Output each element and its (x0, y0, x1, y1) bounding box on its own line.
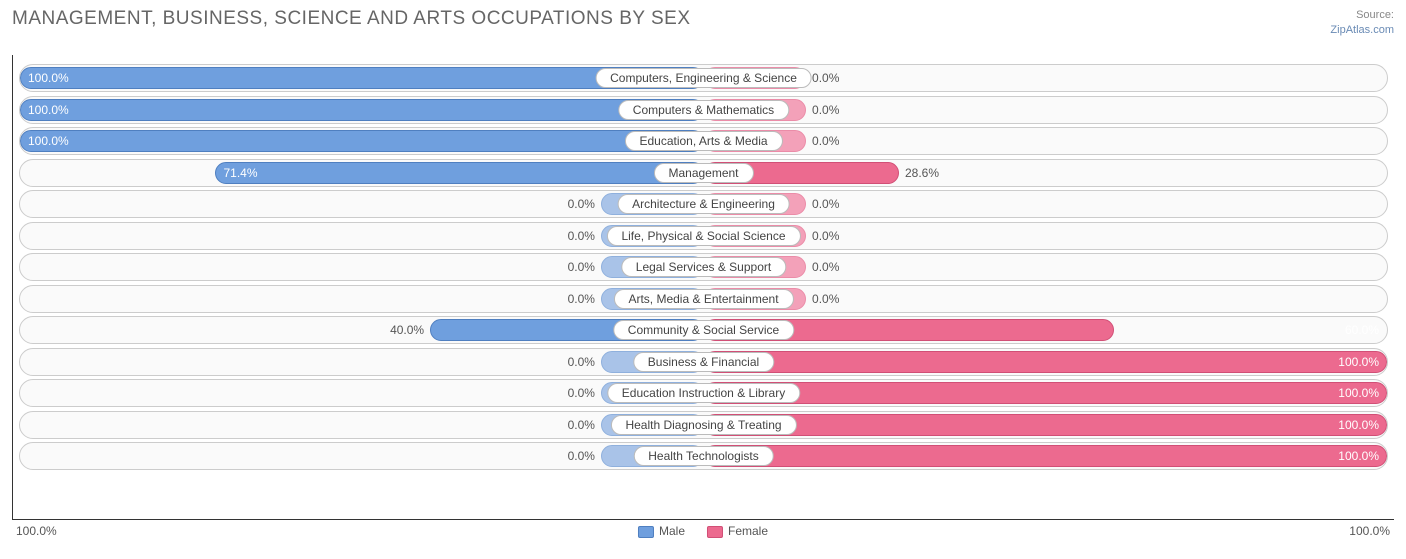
male-swatch-icon (638, 526, 654, 538)
bar-row: 0.0% 100.0% Education Instruction & Librar… (19, 379, 1388, 407)
female-bar (704, 414, 1388, 436)
source-attribution: Source: ZipAtlas.com (1330, 8, 1394, 39)
chart-header: MANAGEMENT, BUSINESS, SCIENCE AND ARTS O… (12, 8, 1394, 39)
bar-row: 0.0% 100.0% Health Technologists (19, 442, 1388, 470)
female-pct-label: 100.0% (1338, 386, 1379, 400)
axis-left-label: 100.0% (16, 524, 57, 538)
male-bar (215, 162, 703, 184)
bar-row: 0.0% 0.0% Arts, Media & Entertainment (19, 285, 1388, 313)
female-pct-label: 0.0% (812, 103, 839, 117)
axis-right-label: 100.0% (1349, 524, 1390, 538)
female-pct-label: 28.6% (905, 166, 939, 180)
category-label: Business & Financial (633, 352, 774, 372)
category-label: Health Technologists (633, 446, 774, 466)
female-bar (704, 445, 1388, 467)
diverging-bar-chart: 100.0%0.0%Computers, Engineering & Scien… (12, 55, 1394, 520)
category-label: Health Diagnosing & Treating (610, 415, 796, 435)
female-pct-label: 0.0% (812, 134, 839, 148)
bar-row: 71.4% 28.6% Management (19, 159, 1388, 187)
category-label: Education, Arts & Media (624, 131, 782, 151)
female-pct-label: 0.0% (812, 229, 839, 243)
category-label: Management (653, 163, 753, 183)
category-label: Computers & Mathematics (618, 100, 789, 120)
female-pct-label: 0.0% (812, 260, 839, 274)
legend-label: Female (728, 524, 768, 538)
legend-item: Male (638, 524, 685, 538)
category-label: Architecture & Engineering (617, 194, 790, 214)
category-label: Legal Services & Support (621, 257, 786, 277)
chart-title: MANAGEMENT, BUSINESS, SCIENCE AND ARTS O… (12, 8, 691, 30)
category-label: Community & Social Service (613, 320, 794, 340)
bar-row: 0.0% 0.0% Life, Physical & Social Science (19, 222, 1388, 250)
female-bar (704, 351, 1388, 373)
male-pct-label: 0.0% (568, 386, 595, 400)
category-label: Arts, Media & Entertainment (613, 289, 793, 309)
male-pct-label: 40.0% (390, 323, 424, 337)
category-label: Computers, Engineering & Science (595, 68, 812, 88)
female-pct-label: 0.0% (812, 71, 839, 85)
male-pct-label: 0.0% (568, 260, 595, 274)
female-pct-label: 100.0% (1338, 449, 1379, 463)
female-pct-label: 100.0% (1338, 418, 1379, 432)
legend-label: Male (659, 524, 685, 538)
bar-row: 100.0% 0.0% Education, Arts & Media (19, 127, 1388, 155)
female-bar (704, 382, 1388, 404)
male-pct-label: 0.0% (568, 197, 595, 211)
bar-row: 0.0% 100.0% Business & Financial (19, 348, 1388, 376)
male-pct-label: 0.0% (568, 292, 595, 306)
male-bar (20, 99, 704, 121)
bar-row: 100.0% 0.0% Computers & Mathematics (19, 96, 1388, 124)
bar-row: 100.0% 0.0%Computers, Engineering & Scien… (19, 64, 1388, 92)
source-site: ZipAtlas.com (1330, 24, 1394, 36)
bar-row: 40.0% 60.0% Community & Social Service (19, 316, 1388, 344)
x-axis: 100.0% Male Female 100.0% (12, 524, 1394, 538)
male-bar (20, 130, 704, 152)
male-pct-label: 0.0% (568, 355, 595, 369)
male-pct-label: 100.0% (20, 134, 69, 148)
male-pct-label: 0.0% (568, 449, 595, 463)
bar-row: 0.0% 100.0% Health Diagnosing & Treating (19, 411, 1388, 439)
category-label: Life, Physical & Social Science (606, 226, 800, 246)
male-pct-label: 71.4% (215, 166, 257, 180)
female-swatch-icon (707, 526, 723, 538)
bar-row: 0.0% 0.0% Architecture & Engineering (19, 190, 1388, 218)
category-label: Education Instruction & Library (607, 383, 800, 403)
female-pct-label: 100.0% (1338, 355, 1379, 369)
source-label: Source: (1356, 9, 1394, 21)
bar-row: 0.0% 0.0% Legal Services & Support (19, 253, 1388, 281)
legend-item: Female (707, 524, 768, 538)
male-pct-label: 0.0% (568, 418, 595, 432)
female-pct-label: 60.0% (1345, 323, 1379, 337)
male-pct-label: 0.0% (568, 229, 595, 243)
male-pct-label: 100.0% (20, 103, 69, 117)
female-pct-label: 0.0% (812, 292, 839, 306)
female-pct-label: 0.0% (812, 197, 839, 211)
legend: Male Female (638, 524, 768, 538)
male-pct-label: 100.0% (20, 71, 69, 85)
